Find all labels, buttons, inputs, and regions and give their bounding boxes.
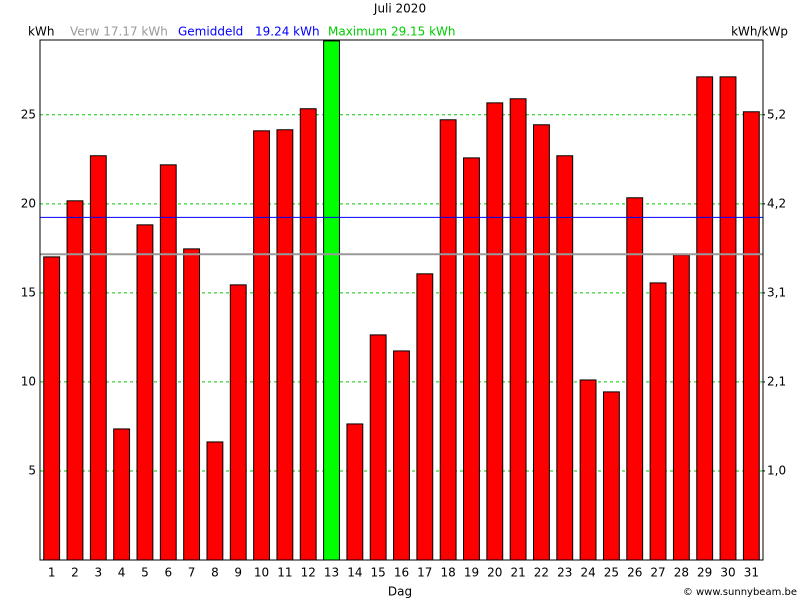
bar — [719, 76, 737, 561]
x-tick-label: 9 — [234, 566, 242, 580]
y-axis-label: kWh — [28, 25, 54, 39]
x-tick-label: 25 — [604, 566, 619, 580]
y2-tick-label: 4,2 — [767, 196, 786, 210]
footer: © www.sunnybeam.be — [683, 587, 797, 598]
x-tick-label: 6 — [164, 566, 172, 580]
x-tick-label: 16 — [394, 566, 409, 580]
y2-tick-label: 3,1 — [767, 285, 786, 299]
y-tick-label: 20 — [21, 196, 36, 210]
bar — [696, 76, 714, 561]
x-tick-label: 28 — [674, 566, 689, 580]
bar — [369, 334, 387, 561]
legend-maximum: Maximum 29.15 kWh — [328, 25, 456, 39]
bar — [43, 256, 61, 561]
bar — [253, 130, 270, 561]
bar — [299, 108, 317, 561]
bar — [649, 282, 667, 561]
bar — [486, 102, 504, 561]
x-tick-label: 1 — [48, 566, 56, 580]
y2-tick-label: 5,2 — [767, 107, 786, 121]
x-tick-label: 17 — [417, 566, 432, 580]
bar — [463, 157, 480, 561]
chart-title: Juli 2020 — [373, 2, 426, 16]
bar — [579, 379, 597, 561]
x-tick-label: 21 — [510, 566, 525, 580]
x-tick-label: 18 — [441, 566, 456, 580]
x-tick-label: 27 — [650, 566, 665, 580]
bar — [159, 164, 177, 561]
x-tick-label: 5 — [141, 566, 149, 580]
bar — [276, 129, 294, 561]
x-tick-label: 20 — [487, 566, 502, 580]
legend-average: 19.24 kWh — [255, 25, 320, 39]
bar — [602, 391, 620, 561]
bar — [742, 111, 760, 561]
x-tick-label: 10 — [254, 566, 269, 580]
x-tick-label: 3 — [94, 566, 102, 580]
x-tick-label: 11 — [277, 566, 292, 580]
bar — [416, 273, 434, 561]
x-tick-label: 23 — [557, 566, 572, 580]
bar — [229, 284, 247, 561]
x-tick-label: 12 — [301, 566, 316, 580]
plot-border — [39, 39, 764, 561]
bar — [393, 350, 410, 561]
legend-verw: Verw 17.17 kWh — [70, 25, 168, 39]
bar — [346, 423, 364, 561]
y-tick-label: 5 — [28, 463, 36, 477]
x-tick-label: 24 — [580, 566, 595, 580]
x-tick-label: 14 — [347, 566, 362, 580]
x-tick-label: 15 — [371, 566, 386, 580]
y2-axis-label: kWh/kWp — [731, 25, 788, 39]
x-tick-label: 8 — [211, 566, 219, 580]
bar — [323, 40, 340, 561]
y-tick-label: 10 — [21, 374, 36, 388]
bar — [183, 248, 201, 561]
x-tick-label: 19 — [464, 566, 479, 580]
bar — [439, 119, 457, 561]
x-tick-label: 4 — [118, 566, 126, 580]
x-tick-label: 7 — [188, 566, 196, 580]
x-tick-label: 2 — [71, 566, 79, 580]
x-tick-label: 26 — [627, 566, 642, 580]
bar — [89, 155, 107, 561]
bar — [626, 197, 644, 561]
x-tick-label: 29 — [697, 566, 712, 580]
bar — [206, 441, 224, 561]
y-tick-label: 25 — [21, 107, 36, 121]
bar — [672, 254, 690, 561]
bar — [113, 428, 131, 561]
bar — [136, 224, 154, 561]
bar — [509, 98, 527, 561]
x-tick-label: 31 — [744, 566, 759, 580]
bar — [533, 124, 550, 561]
x-tick-label: 30 — [720, 566, 735, 580]
x-tick-label: 13 — [324, 566, 339, 580]
x-tick-label: 22 — [534, 566, 549, 580]
bar — [556, 155, 574, 561]
y2-tick-label: 1,0 — [767, 463, 786, 477]
legend-average-name: Gemiddeld — [178, 25, 243, 39]
x-axis-label: Dag — [388, 585, 412, 599]
y-tick-label: 15 — [21, 285, 36, 299]
y2-tick-label: 2,1 — [767, 374, 786, 388]
